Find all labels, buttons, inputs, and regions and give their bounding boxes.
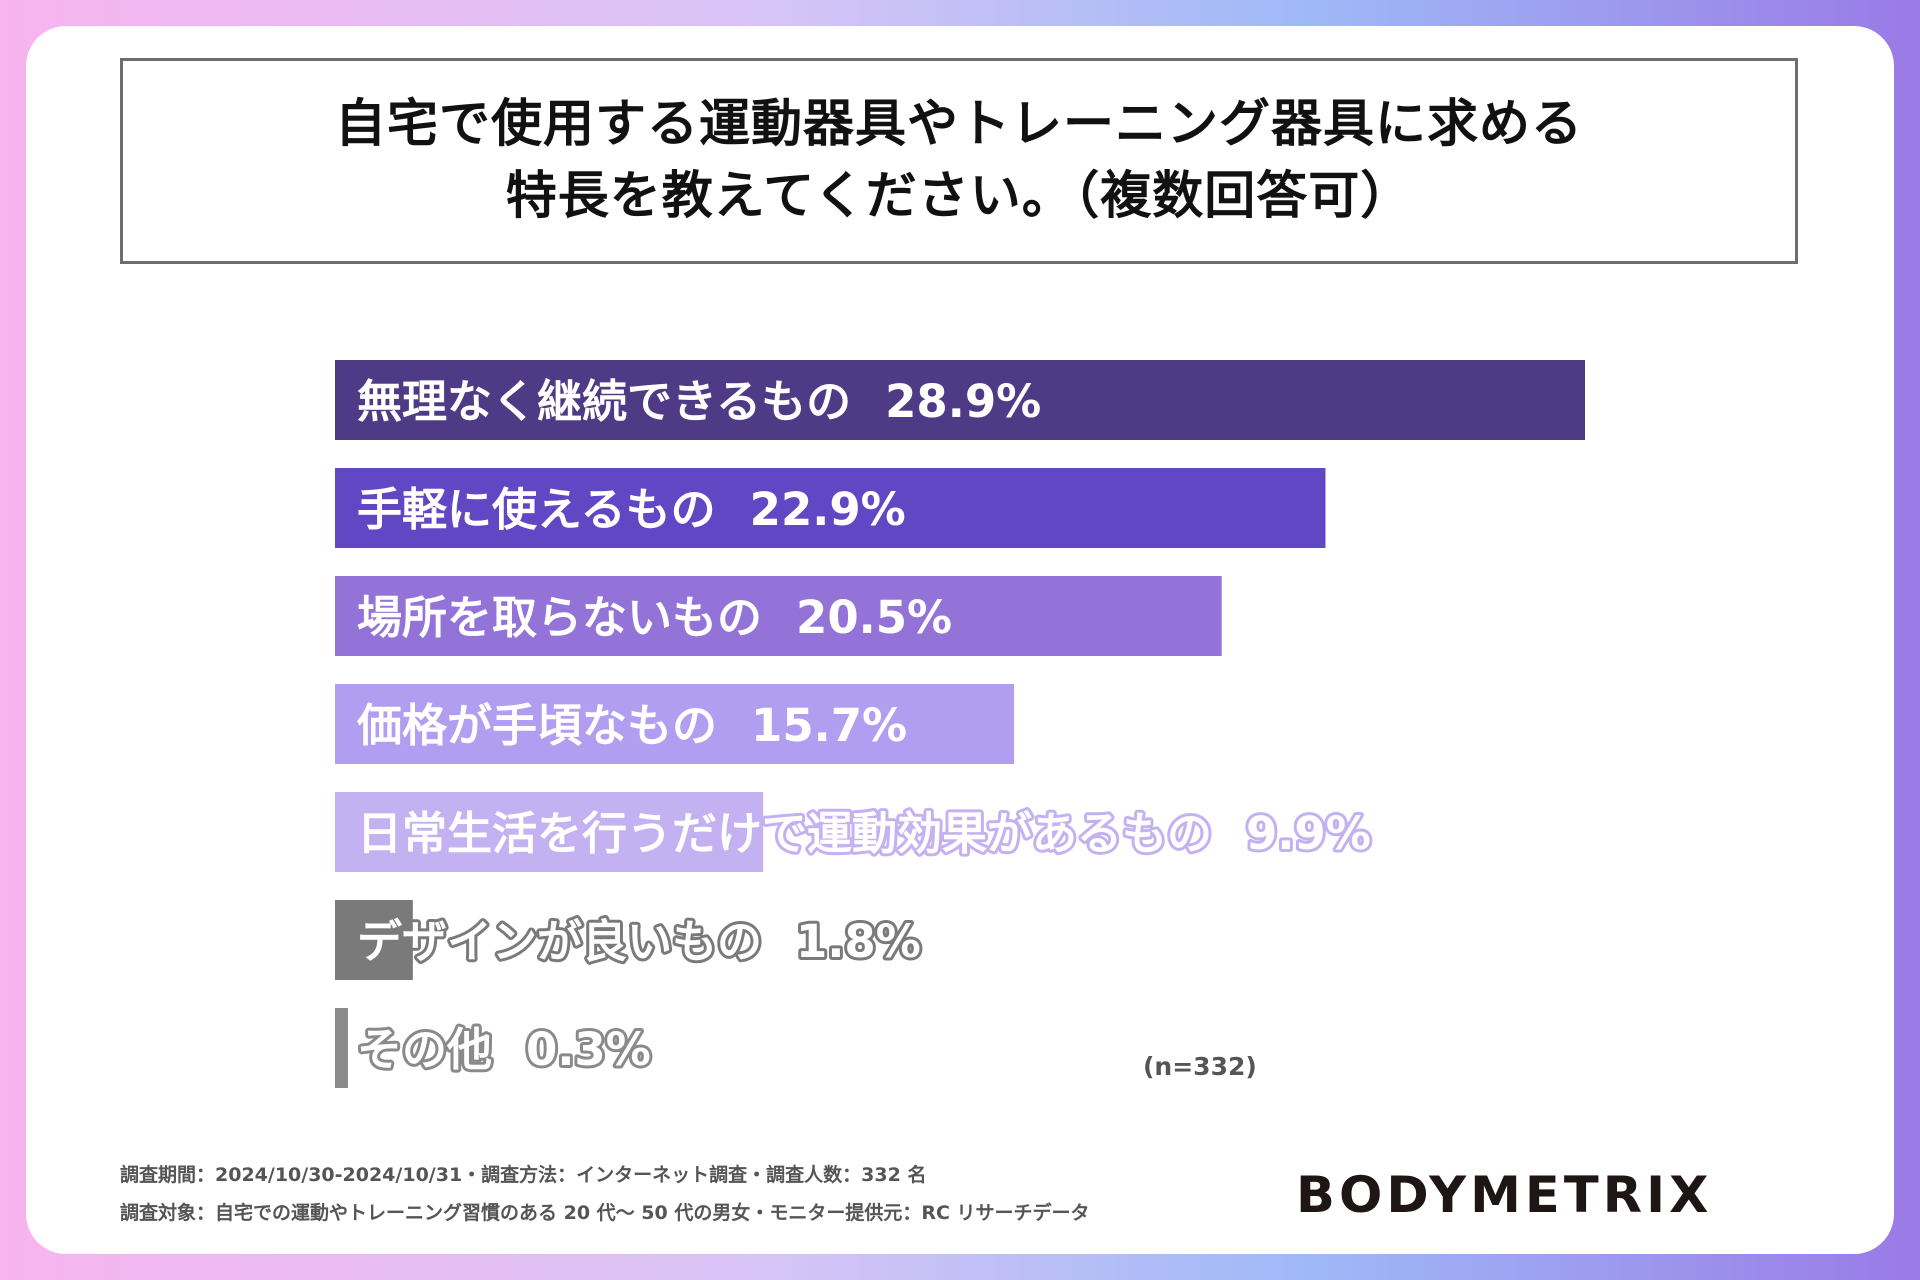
footer-survey-period: 調査期間：2024/10/30-2024/10/31・調査方法：インターネット調… xyxy=(120,1164,927,1186)
bar-6 xyxy=(335,900,413,980)
title-box: 自宅で使用する運動器具やトレーニング器具に求める 特長を教えてください。（複数回… xyxy=(120,58,1798,264)
value-label-2: 22.9% xyxy=(750,483,906,536)
title-line-1: 自宅で使用する運動器具やトレーニング器具に求める xyxy=(334,95,1583,154)
bar-4 xyxy=(335,684,1015,764)
value-label-6: 1.8% xyxy=(796,915,921,968)
category-label-1: 無理なく継続できるもの xyxy=(357,375,851,428)
bar-label-4: 価格が手頃なもの 15.7% xyxy=(356,699,907,752)
sample-size-note: (n=332) xyxy=(1143,1052,1257,1081)
category-label-4: 価格が手頃なもの xyxy=(356,699,717,752)
bar-2 xyxy=(335,468,1326,548)
bar-label-5: 日常生活を行うだけで運動効果があるもの 9.9% xyxy=(357,807,1371,860)
value-label-7: 0.3% xyxy=(526,1023,651,1076)
bar-label-6: デザインが良いもの 1.8% xyxy=(357,915,921,968)
category-label-6: デザインが良いもの xyxy=(357,915,762,968)
title-line-2: 特長を教えてください。（複数回答可） xyxy=(505,167,1413,226)
value-label-4: 15.7% xyxy=(751,699,907,752)
category-label-7: その他 xyxy=(357,1023,492,1076)
value-label-5: 9.9% xyxy=(1246,807,1371,860)
bar-5 xyxy=(335,792,764,872)
category-label-5: 日常生活を行うだけで運動効果があるもの xyxy=(357,807,1212,860)
category-label-3: 場所を取らないもの xyxy=(357,591,762,644)
bar-label-3: 場所を取らないもの 20.5% xyxy=(357,591,952,644)
footer-survey-target: 調査対象：自宅での運動やトレーニング習慣のある 20 代～ 50 代の男女・モニ… xyxy=(120,1202,1090,1224)
bar-7 xyxy=(335,1008,348,1088)
bar-3 xyxy=(335,576,1222,656)
category-label-2: 手軽に使えるもの xyxy=(357,483,716,536)
value-label-1: 28.9% xyxy=(885,375,1041,428)
bar-1 xyxy=(335,360,1585,440)
bar-label-2: 手軽に使えるもの 22.9% xyxy=(357,483,906,536)
value-label-3: 20.5% xyxy=(796,591,952,644)
bar-label-1: 無理なく継続できるもの 28.9% xyxy=(357,375,1041,428)
brand-logo: BODYMETRIX xyxy=(1296,1166,1713,1224)
bar-label-7: その他 0.3% xyxy=(357,1023,651,1076)
